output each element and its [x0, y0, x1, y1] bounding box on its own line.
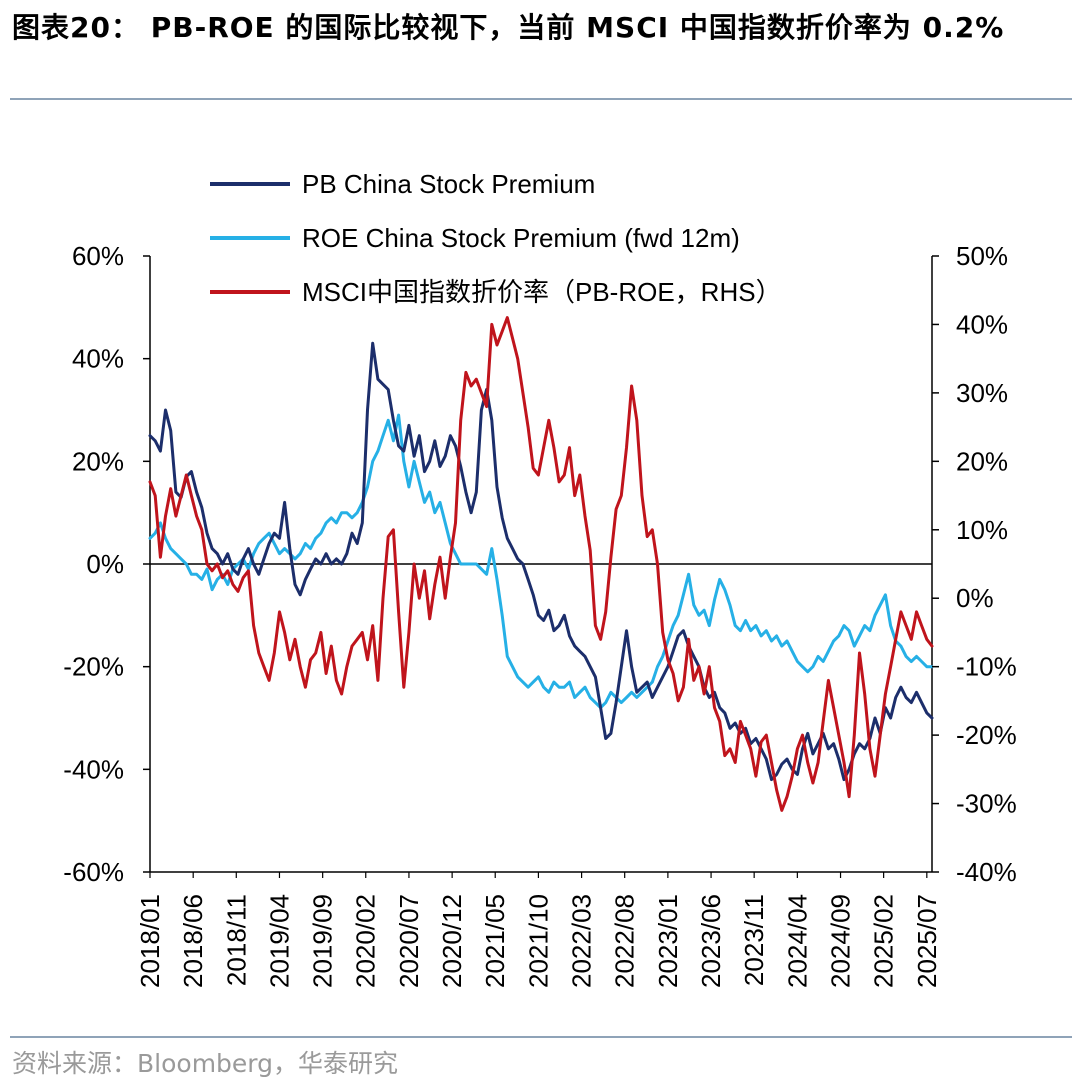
right-tick-label: 0% [956, 583, 994, 613]
right-tick-label: -30% [956, 789, 1017, 819]
right-tick-label: 10% [956, 515, 1008, 545]
chart: 60% 40% 20% 0% -20% -40% -60% 50% 40% 30% 20% 10% 0%… [63, 169, 1016, 988]
page-title: 图表20： PB-ROE 的国际比较视下，当前 MSCI 中国指数折价率为 0.… [12, 11, 1005, 44]
right-tick-label: 30% [956, 378, 1008, 408]
series-line-msci [148, 316, 934, 812]
x-tick-label: 2020/12 [437, 894, 467, 988]
source-note: 资料来源：Bloomberg，华泰研究 [12, 1049, 398, 1078]
right-tick-label: 20% [956, 446, 1008, 476]
right-tick-label: -40% [956, 857, 1017, 887]
x-tick-label: 2023/01 [653, 894, 683, 988]
left-tick-label: 40% [72, 344, 124, 374]
x-tick-label: 2022/08 [610, 894, 640, 988]
right-tick-label: 40% [956, 309, 1008, 339]
left-tick-label: 0% [86, 549, 124, 579]
chart-legend: PB China Stock Premium ROE China Stock Pr… [210, 169, 782, 307]
x-tick-label: 2018/11 [221, 894, 251, 986]
x-tick-label: 2019/09 [308, 894, 338, 988]
right-tick-label: 50% [956, 241, 1008, 271]
x-tick-label: 2018/01 [135, 894, 165, 988]
left-tick-label: -20% [63, 652, 124, 682]
left-tick-label: 60% [72, 241, 124, 271]
left-tick-label: -40% [63, 754, 124, 784]
x-tick-label: 2020/02 [351, 894, 381, 988]
x-tick-label: 2023/06 [696, 894, 726, 988]
x-tick-label: 2020/07 [394, 894, 424, 988]
x-tick-label: 2025/07 [912, 894, 942, 988]
x-tick-label: 2024/04 [782, 894, 812, 988]
x-tick-label: 2021/10 [523, 894, 553, 988]
chart-ticks: 60% 40% 20% 0% -20% -40% -60% 50% 40% 30% 20% 10% 0%… [63, 241, 1016, 988]
x-tick-label: 2018/06 [178, 894, 208, 988]
left-tick-label: -60% [63, 857, 124, 887]
legend-label-roe: ROE China Stock Premium (fwd 12m) [302, 223, 740, 253]
x-tick-label: 2019/04 [264, 894, 294, 988]
right-tick-label: -20% [956, 720, 1017, 750]
series-line-roe [148, 413, 934, 710]
x-tick-label: 2025/02 [869, 894, 899, 988]
legend-label-pb: PB China Stock Premium [302, 169, 595, 199]
legend-label-msci: MSCI中国指数折价率（PB-ROE，RHS） [302, 277, 782, 307]
x-tick-label: 2024/09 [826, 894, 856, 988]
left-tick-label: 20% [72, 446, 124, 476]
series-line-pb [148, 341, 934, 782]
title-divider [10, 98, 1072, 100]
right-tick-label: -10% [956, 652, 1017, 682]
x-tick-label: 2023/11 [739, 894, 769, 986]
x-tick-label: 2022/03 [567, 894, 597, 988]
source-divider [10, 1036, 1072, 1038]
chart-series [148, 316, 934, 812]
x-tick-label: 2021/05 [480, 894, 510, 988]
